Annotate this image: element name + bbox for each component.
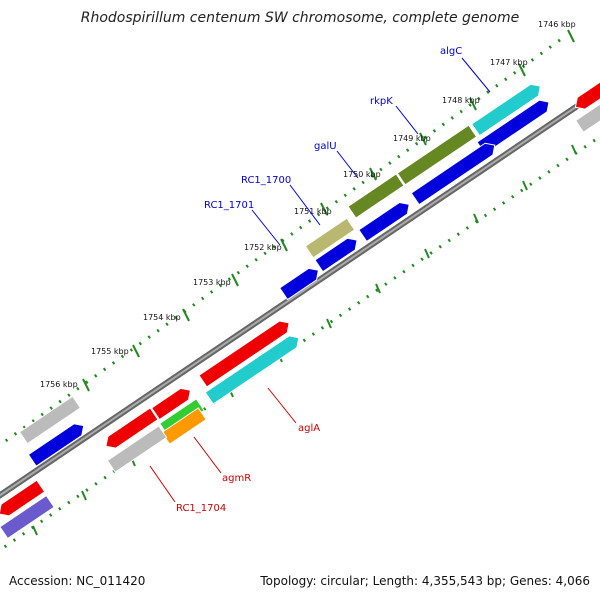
gene-label-rkpK: rkpK [370,96,393,107]
gene-label-galU: galU [314,141,337,152]
minor-tick [375,283,381,294]
tick-group: 1746 kbp 1747 kbp 1748 kbp 1749 kbp 1750 kbp… [32,20,577,536]
gene-feature-blue-2[interactable] [410,142,496,206]
tick-label: 1746 kbp [538,20,576,29]
gene-feature-red-small[interactable] [150,387,191,421]
gene-feature-edge-red[interactable] [574,79,600,110]
minor-tick [522,180,528,191]
gene-feature-red-mid[interactable] [105,407,159,449]
gene-labels: algC rkpK galU RC1_1700 RC1_1701 aglA ag… [149,46,491,514]
gene-feature-gray-RC1_1704[interactable] [106,425,168,473]
tick-label: 1747 kbp [490,58,528,67]
feature-group [0,79,600,540]
gene-feature-edge-gray[interactable] [574,103,600,133]
tick-label: 1751 kbp [294,207,332,216]
tick-mark [231,273,239,287]
tick-label: 1750 kbp [343,170,381,179]
minor-tick [81,490,87,501]
tick-mark [469,97,477,111]
tick-mark [82,378,90,392]
tick-mark [518,63,526,77]
tick-label: 1749 kbp [393,134,431,143]
gene-feature-red-left[interactable] [0,479,46,517]
gene-label-RC1_1701: RC1_1701 [204,200,254,211]
tick-label: 1748 kbp [442,96,480,105]
tick-mark [419,132,427,146]
tick-label: 1754 kbp [143,313,181,322]
minor-tick [473,213,479,224]
tick-mark [320,202,328,216]
gene-feature-cyan-aglA[interactable] [204,335,300,405]
gene-feature-blue-4[interactable] [314,237,358,273]
gene-feature-blue-5[interactable] [278,267,319,301]
minor-tick [326,318,332,329]
map-title: Rhodospirillum centenum SW chromosome, c… [80,10,520,26]
tick-label: 1756 kbp [40,380,78,389]
gene-feature-galU[interactable] [347,173,405,219]
topology-text: Topology: circular; Length: 4,355,543 bp… [260,574,590,588]
tick-mark [369,167,377,181]
gene-feature-RC1_1700[interactable] [304,217,356,259]
tick-label: 1753 kbp [193,278,231,287]
chromosome-backbone [0,87,600,499]
gene-label-RC1_1700: RC1_1700 [241,175,291,186]
gene-label-RC1_1704: RC1_1704 [176,503,226,514]
tick-label: 1752 kbp [244,243,282,252]
accession-text: Accession: NC_011420 [9,574,146,588]
gene-feature-purple-left[interactable] [0,494,55,540]
minor-tick [32,525,38,536]
gene-label-aglA: aglA [298,423,320,434]
gene-label-algC: algC [440,46,462,57]
gene-label-agmR: agmR [222,473,251,484]
gene-feature-algC[interactable] [471,83,541,137]
gene-feature-orange-agmR[interactable] [161,407,207,445]
tick-mark [567,29,575,43]
tick-mark [280,238,288,252]
minor-tick [571,144,577,155]
tick-mark [182,308,190,322]
gene-feature-aglA[interactable] [198,320,290,388]
tick-label: 1755 kbp [91,347,129,356]
gene-feature-blue-left[interactable] [27,423,85,467]
minor-tick [424,248,430,259]
tick-mark [132,344,140,358]
gene-feature-rkpK[interactable] [396,124,478,186]
gene-feature-blue-3[interactable] [358,201,410,243]
gene-feature-gray-left[interactable] [18,395,82,445]
